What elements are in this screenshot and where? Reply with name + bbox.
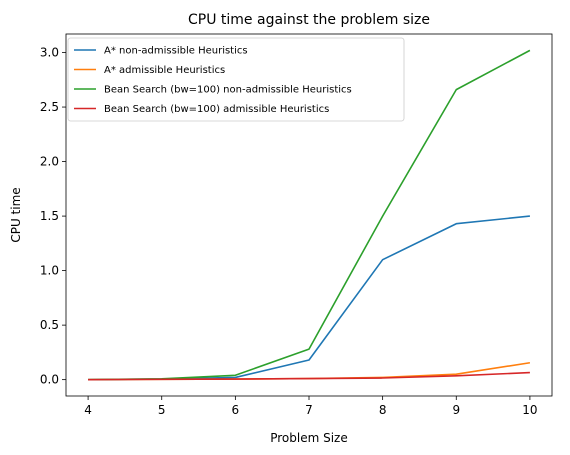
legend: A* non-admissible Heuristics A* admissibl…	[67, 37, 405, 122]
y-tick-label: 3.0	[40, 46, 59, 60]
chart-title: CPU time against the problem size	[188, 12, 430, 28]
x-tick-label: 5	[158, 403, 166, 417]
x-axis-label: Problem Size	[270, 431, 348, 445]
x-tick-label: 7	[305, 403, 313, 417]
x-axis-ticks: 4 5 6 7 8 9 10	[84, 396, 538, 417]
series-line-1	[88, 215, 530, 381]
y-tick-label: 1.0	[40, 264, 59, 278]
legend-label: A* admissible Heuristics	[104, 65, 225, 76]
y-tick-label: 2.5	[40, 100, 59, 114]
x-tick-label: 6	[232, 403, 240, 417]
legend-label: Bean Search (bw=100) admissible Heuristi…	[104, 104, 329, 115]
legend-box	[67, 37, 405, 122]
series-layer	[88, 49, 531, 381]
series-line-2	[88, 361, 531, 381]
y-tick-label: 0.5	[40, 318, 59, 332]
x-tick-label: 9	[452, 403, 460, 417]
y-axis-ticks: 0.0 0.5 1.0 1.5 2.0 2.5 3.0	[40, 46, 66, 387]
x-tick-label: 4	[84, 403, 92, 417]
x-tick-label: 10	[522, 403, 537, 417]
y-tick-label: 1.5	[40, 209, 59, 223]
y-axis-label: CPU time	[9, 187, 23, 242]
legend-label: Bean Search (bw=100) non-admissible Heur…	[104, 85, 352, 96]
y-tick-label: 0.0	[40, 373, 59, 387]
y-tick-label: 2.0	[40, 155, 59, 169]
series-line-4	[88, 371, 530, 381]
x-tick-label: 8	[379, 403, 387, 417]
legend-label: A* non-admissible Heuristics	[104, 46, 248, 57]
